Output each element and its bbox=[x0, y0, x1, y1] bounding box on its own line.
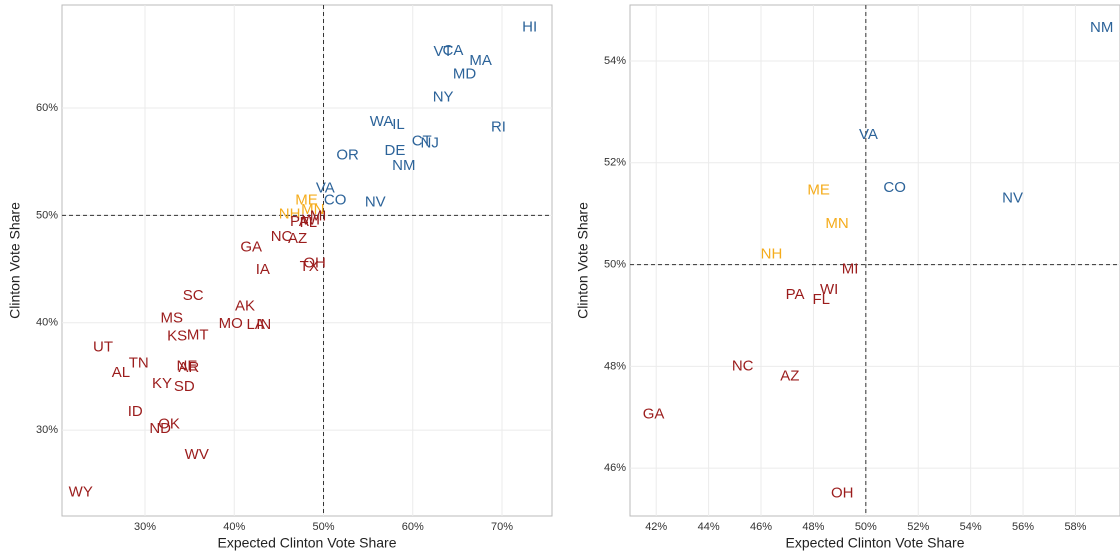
point-label: WI bbox=[302, 212, 320, 229]
x-axis-title: Expected Clinton Vote Share bbox=[217, 535, 396, 551]
point-label: CA bbox=[443, 42, 464, 59]
x-tick-label: 60% bbox=[402, 521, 424, 533]
point-label: ID bbox=[128, 403, 143, 420]
point-label: UT bbox=[93, 338, 113, 355]
point-label: NY bbox=[433, 88, 454, 105]
point-label: NJ bbox=[421, 134, 439, 151]
y-tick-label: 60% bbox=[36, 102, 58, 114]
point-label: ND bbox=[149, 420, 171, 437]
x-tick-label: 48% bbox=[802, 521, 824, 533]
point-label: NC bbox=[271, 228, 293, 245]
point-label: HI bbox=[522, 19, 537, 36]
point-label: IA bbox=[256, 261, 270, 278]
point-label: NE bbox=[177, 358, 198, 375]
point-label: KS bbox=[167, 328, 187, 345]
point-label: MN bbox=[301, 201, 324, 218]
point-label: ME bbox=[807, 182, 830, 199]
x-tick-label: 50% bbox=[855, 521, 877, 533]
x-tick-label: 46% bbox=[750, 521, 772, 533]
x-tick-label: 40% bbox=[223, 521, 245, 533]
point-label: AL bbox=[112, 364, 130, 381]
x-tick-label: 70% bbox=[491, 521, 513, 533]
x-tick-label: 58% bbox=[1064, 521, 1086, 533]
x-tick-label: 50% bbox=[312, 521, 334, 533]
point-label: MN bbox=[825, 215, 848, 232]
y-tick-label: 50% bbox=[604, 258, 626, 270]
point-label: AZ bbox=[780, 368, 799, 385]
point-label: PA bbox=[290, 213, 309, 230]
point-label: NM bbox=[1090, 19, 1113, 36]
point-label: VA bbox=[316, 180, 335, 197]
point-label: LA bbox=[246, 316, 264, 333]
x-axis-title: Expected Clinton Vote Share bbox=[785, 535, 964, 551]
point-label: CO bbox=[324, 191, 347, 208]
point-label: MI bbox=[310, 207, 327, 224]
plot-panel bbox=[61, 4, 553, 517]
point-label: MT bbox=[187, 327, 209, 344]
y-tick-label: 40% bbox=[36, 317, 58, 329]
point-label: WI bbox=[820, 281, 838, 298]
point-label: SD bbox=[174, 378, 195, 395]
point-label: RI bbox=[491, 118, 506, 135]
point-label: TN bbox=[129, 355, 149, 372]
point-label: SC bbox=[183, 287, 204, 304]
point-label: VA bbox=[859, 126, 878, 143]
point-label: OK bbox=[158, 416, 180, 433]
point-label: WY bbox=[69, 483, 93, 500]
point-label: KY bbox=[152, 375, 172, 392]
point-label: ME bbox=[295, 191, 318, 208]
x-tick-label: 54% bbox=[960, 521, 982, 533]
x-tick-label: 44% bbox=[698, 521, 720, 533]
point-label: GA bbox=[240, 239, 262, 256]
point-label: MA bbox=[469, 52, 492, 69]
point-label: NC bbox=[732, 357, 754, 374]
y-axis-title: Clinton Vote Share bbox=[7, 202, 23, 319]
point-label: NH bbox=[761, 245, 783, 262]
y-tick-label: 52% bbox=[604, 157, 626, 169]
point-label: CT bbox=[412, 132, 432, 149]
point-label: NV bbox=[365, 193, 386, 210]
point-label: GA bbox=[643, 406, 665, 423]
y-tick-label: 46% bbox=[604, 462, 626, 474]
x-tick-label: 42% bbox=[645, 521, 667, 533]
point-label: NH bbox=[279, 205, 301, 222]
y-tick-label: 48% bbox=[604, 360, 626, 372]
point-label: MS bbox=[161, 309, 184, 326]
point-label: OH bbox=[831, 485, 854, 502]
x-tick-label: 56% bbox=[1012, 521, 1034, 533]
y-tick-label: 50% bbox=[36, 209, 58, 221]
point-label: IN bbox=[256, 316, 271, 333]
point-label: VT bbox=[434, 43, 453, 60]
y-axis-title: Clinton Vote Share bbox=[575, 202, 591, 319]
point-label: OR bbox=[336, 146, 359, 163]
point-label: NM bbox=[392, 157, 415, 174]
point-label: AZ bbox=[288, 230, 307, 247]
point-label: DE bbox=[384, 142, 405, 159]
point-label: AK bbox=[235, 298, 255, 315]
point-label: IL bbox=[392, 116, 405, 133]
point-label: MO bbox=[219, 315, 243, 332]
point-label: MD bbox=[453, 66, 476, 83]
point-label: MI bbox=[842, 261, 859, 278]
y-tick-label: 54% bbox=[604, 55, 626, 67]
x-tick-label: 30% bbox=[134, 521, 156, 533]
point-label: FL bbox=[813, 291, 831, 308]
point-label: FL bbox=[300, 214, 318, 231]
plot-panel bbox=[629, 4, 1120, 517]
point-label: AR bbox=[178, 359, 199, 376]
point-label: WV bbox=[185, 446, 209, 463]
y-tick-label: 30% bbox=[36, 424, 58, 436]
point-label: PA bbox=[786, 286, 805, 303]
point-label: CO bbox=[883, 179, 906, 196]
point-label: TX bbox=[300, 258, 319, 275]
x-tick-label: 52% bbox=[907, 521, 929, 533]
point-label: NV bbox=[1002, 189, 1023, 206]
point-label: WA bbox=[370, 113, 394, 130]
point-label: OH bbox=[303, 255, 326, 272]
